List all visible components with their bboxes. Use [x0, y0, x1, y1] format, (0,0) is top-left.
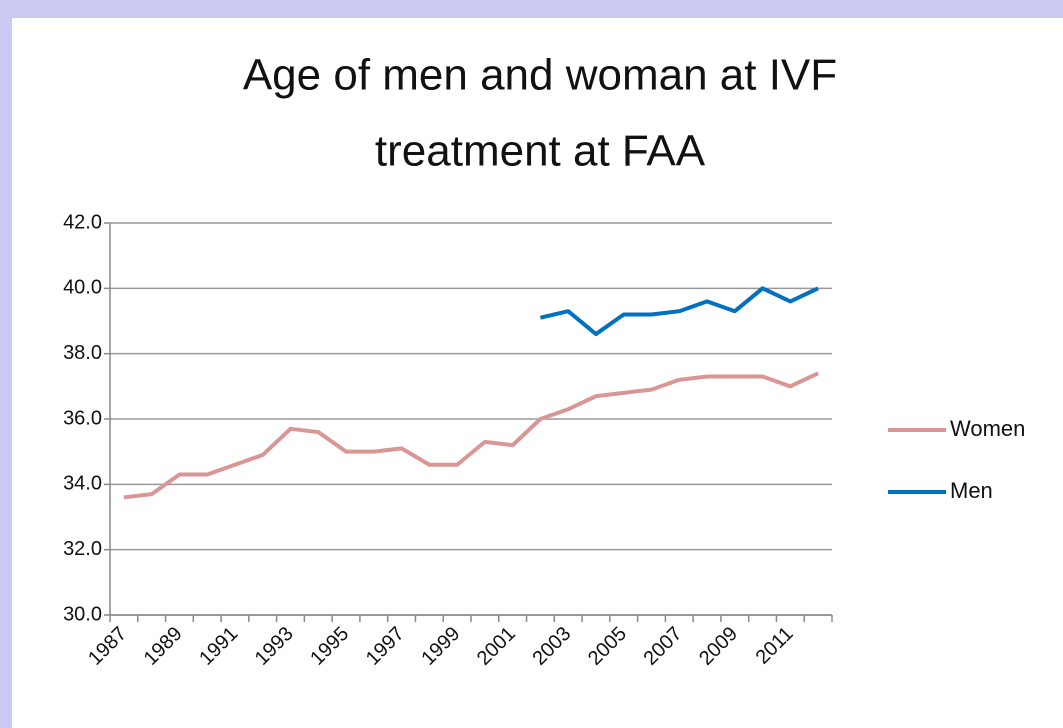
series-line: [539, 286, 819, 337]
y-tick-label: 30.0: [63, 603, 102, 625]
y-tick-label: 34.0: [63, 473, 102, 495]
y-tick-label: 40.0: [63, 277, 102, 299]
legend-label: Men: [950, 478, 993, 503]
chart-title: Age of men and woman at IVF: [243, 51, 837, 100]
legend-label: Women: [950, 416, 1025, 441]
panel: [12, 18, 1063, 728]
y-tick-label: 42.0: [63, 211, 102, 233]
y-tick-label: 38.0: [63, 342, 102, 364]
series-line: [123, 371, 819, 500]
y-tick-label: 36.0: [63, 407, 102, 429]
y-tick-label: 32.0: [63, 538, 102, 560]
chart-title: treatment at FAA: [375, 127, 706, 176]
